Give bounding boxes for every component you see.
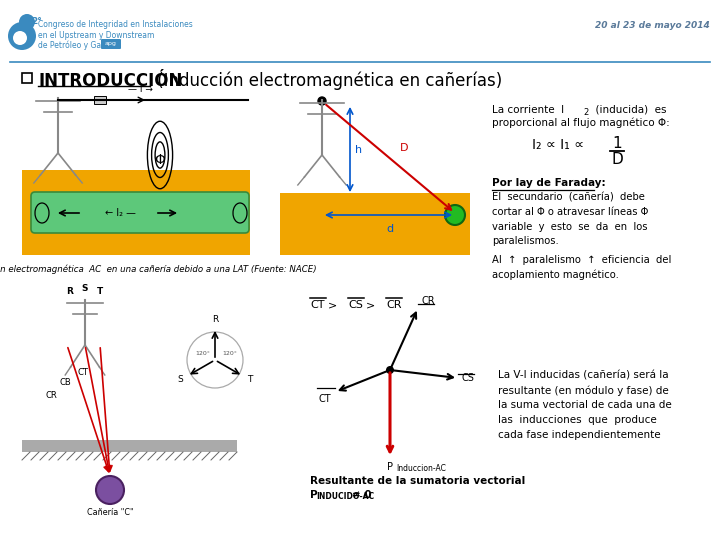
- Text: R: R: [66, 287, 73, 296]
- Text: h: h: [355, 145, 362, 155]
- Text: 2°: 2°: [31, 17, 42, 26]
- Text: P: P: [310, 490, 318, 500]
- Text: Induccion-AC: Induccion-AC: [396, 464, 446, 473]
- Circle shape: [19, 14, 35, 30]
- Text: Congreso de Integridad en Instalaciones: Congreso de Integridad en Instalaciones: [38, 20, 193, 29]
- Text: 120°: 120°: [222, 351, 237, 356]
- Text: CR: CR: [422, 296, 436, 306]
- Text: 1: 1: [612, 136, 622, 151]
- Text: T: T: [97, 287, 103, 296]
- Text: CT: CT: [310, 300, 325, 310]
- Text: Cañería "C": Cañería "C": [86, 508, 133, 517]
- Bar: [22, 440, 237, 452]
- FancyBboxPatch shape: [101, 39, 121, 49]
- Text: 2: 2: [583, 108, 588, 117]
- Text: CS: CS: [462, 373, 475, 383]
- Text: Por lay de Faraday:: Por lay de Faraday:: [492, 178, 606, 188]
- Text: S: S: [82, 284, 89, 293]
- Text: Inducción electromagnética  AC  en una cañería debido a una LAT (Fuente: NACE): Inducción electromagnética AC en una cañ…: [0, 265, 316, 274]
- Text: en el Upstream y Downstream: en el Upstream y Downstream: [38, 31, 154, 40]
- FancyBboxPatch shape: [31, 192, 249, 233]
- Text: — I →: — I →: [127, 85, 153, 94]
- Text: de Petróleo y Gas: de Petróleo y Gas: [38, 41, 105, 51]
- Circle shape: [318, 97, 326, 105]
- Text: Φ: Φ: [155, 153, 166, 167]
- Text: ≠ 0: ≠ 0: [352, 490, 372, 500]
- Text: CS: CS: [348, 300, 363, 310]
- Text: D: D: [611, 152, 623, 167]
- Text: T: T: [247, 375, 252, 384]
- Circle shape: [445, 205, 465, 225]
- Text: INDUCIDO-AC: INDUCIDO-AC: [316, 492, 374, 501]
- Circle shape: [13, 31, 27, 45]
- Text: CT: CT: [318, 394, 331, 404]
- Text: S: S: [178, 375, 183, 384]
- Text: apg: apg: [105, 42, 117, 46]
- Text: La V-I inducidas (cañería) será la
resultante (en módulo y fase) de
la suma vect: La V-I inducidas (cañería) será la resul…: [498, 370, 672, 440]
- Text: INTRODUCCIÓN: INTRODUCCIÓN: [38, 72, 182, 90]
- Text: >: >: [366, 300, 375, 310]
- Text: ← I₂ —: ← I₂ —: [104, 208, 135, 218]
- Text: 120°: 120°: [195, 351, 210, 356]
- Text: El  secundario  (cañería)  debe
cortar al Φ o atravesar líneas Φ
variable  y  es: El secundario (cañería) debe cortar al Φ…: [492, 193, 649, 246]
- Text: CR: CR: [45, 391, 57, 400]
- Text: I₂ ∝ I₁ ∝: I₂ ∝ I₁ ∝: [532, 138, 584, 152]
- Bar: [280, 193, 470, 255]
- Text: La corriente  I: La corriente I: [492, 105, 564, 115]
- Circle shape: [8, 22, 36, 50]
- Bar: [94, 96, 106, 104]
- Circle shape: [386, 366, 394, 374]
- Text: D: D: [400, 143, 408, 153]
- Text: CT: CT: [78, 368, 89, 377]
- Bar: [22, 73, 32, 83]
- Text: P: P: [387, 462, 393, 472]
- Text: Al  ↑  paralelismo  ↑  eficiencia  del
acoplamiento magnético.: Al ↑ paralelismo ↑ eficiencia del acopla…: [492, 255, 671, 280]
- Bar: [22, 170, 250, 255]
- Circle shape: [96, 476, 124, 504]
- Text: d: d: [387, 224, 394, 234]
- Text: R: R: [212, 315, 218, 325]
- Text: (Inducción electromagnética en cañerías): (Inducción electromagnética en cañerías): [152, 72, 503, 91]
- Text: (inducida)  es: (inducida) es: [589, 105, 667, 115]
- Text: 20 al 23 de mayo 2014: 20 al 23 de mayo 2014: [595, 21, 710, 30]
- Text: CR: CR: [386, 300, 402, 310]
- Text: Resultante de la sumatoria vectorial: Resultante de la sumatoria vectorial: [310, 476, 526, 486]
- Text: >: >: [328, 300, 337, 310]
- Text: CB: CB: [60, 378, 72, 387]
- Text: proporcional al flujo magnético Φ:: proporcional al flujo magnético Φ:: [492, 118, 670, 129]
